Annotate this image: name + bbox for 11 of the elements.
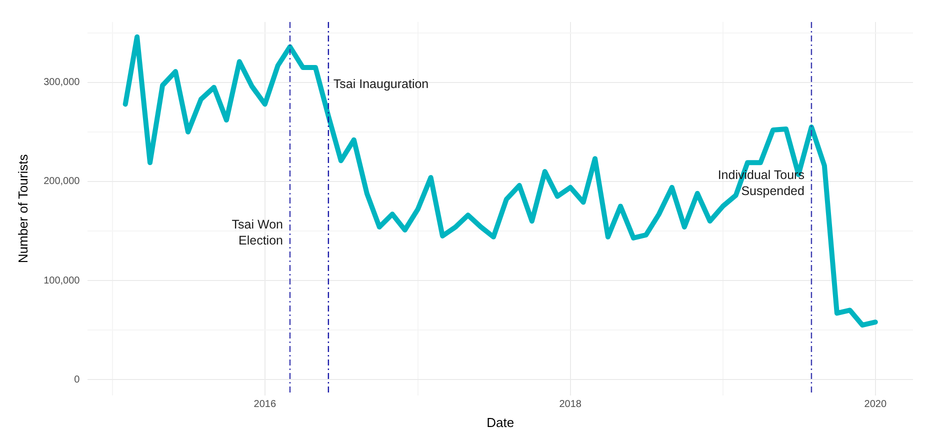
- y-tick-label: 100,000: [44, 275, 80, 286]
- x-tick-label: 2016: [254, 399, 276, 410]
- y-tick-label: 300,000: [44, 77, 80, 88]
- y-tick-label: 200,000: [44, 176, 80, 188]
- x-tick-label: 2020: [864, 399, 887, 410]
- annotation: Tsai Won Election: [232, 217, 284, 248]
- x-axis-title: Date: [486, 414, 514, 430]
- x-tick-label: 2018: [559, 399, 582, 410]
- annotation: Tsai Inauguration: [333, 76, 429, 91]
- y-tick-label: 0: [74, 374, 80, 386]
- y-axis-title: Number of Tourists: [15, 154, 30, 264]
